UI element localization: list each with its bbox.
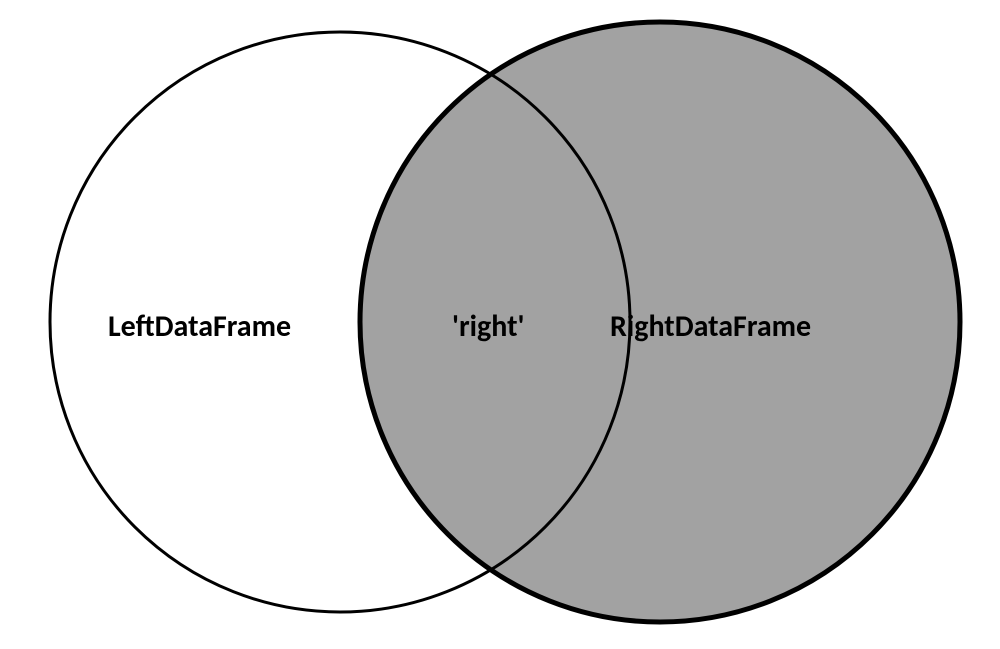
left-circle-label: LeftDataFrame bbox=[108, 308, 291, 345]
venn-diagram: LeftDataFrame 'right' RightDataFrame bbox=[0, 0, 1000, 644]
intersection-label: 'right' bbox=[452, 308, 524, 345]
right-circle-label: RightDataFrame bbox=[610, 308, 811, 345]
